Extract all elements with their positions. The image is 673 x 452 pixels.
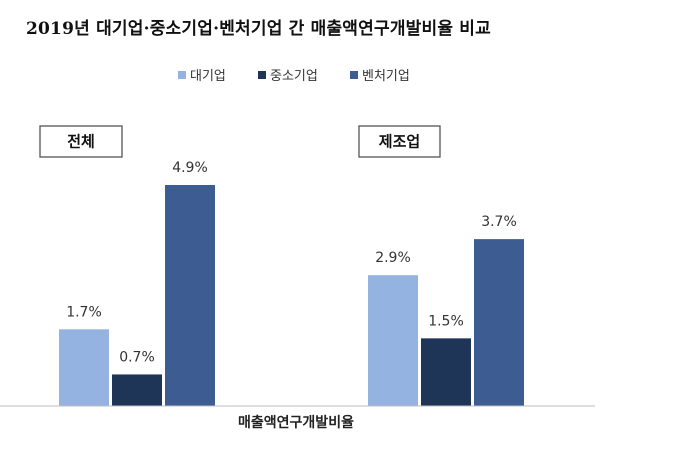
legend-swatch-2 <box>258 71 266 79</box>
bar-2-1 <box>368 275 418 406</box>
legend-label-2: 중소기업 <box>270 69 318 84</box>
data-label-2-2: 1.5% <box>428 313 464 329</box>
category-box-2 <box>358 125 441 158</box>
legend-swatch-3 <box>350 71 358 79</box>
bar-2-2 <box>421 338 471 406</box>
category-label-1: 전체 <box>67 133 95 151</box>
data-label-1-3: 4.9% <box>172 160 208 176</box>
bar-1-2 <box>112 374 162 406</box>
bar-1-1 <box>59 329 109 406</box>
bar-1-3 <box>165 185 215 406</box>
data-label-2-3: 3.7% <box>481 214 517 230</box>
data-label-1-2: 0.7% <box>119 349 155 365</box>
x-axis-label: 매출액연구개발비율 <box>238 414 354 431</box>
data-label-1-1: 1.7% <box>66 304 102 320</box>
legend-label-3: 벤처기업 <box>362 69 410 84</box>
chart-title: 2019년 대기업·중소기업·벤처기업 간 매출액연구개발비율 비교 <box>26 19 491 39</box>
category-label-2: 제조업 <box>379 133 420 151</box>
legend-label-1: 대기업 <box>190 69 226 84</box>
data-label-2-1: 2.9% <box>375 250 411 266</box>
legend-swatch-1 <box>178 71 186 79</box>
bar-2-3 <box>474 239 524 406</box>
category-box-1 <box>39 125 123 158</box>
